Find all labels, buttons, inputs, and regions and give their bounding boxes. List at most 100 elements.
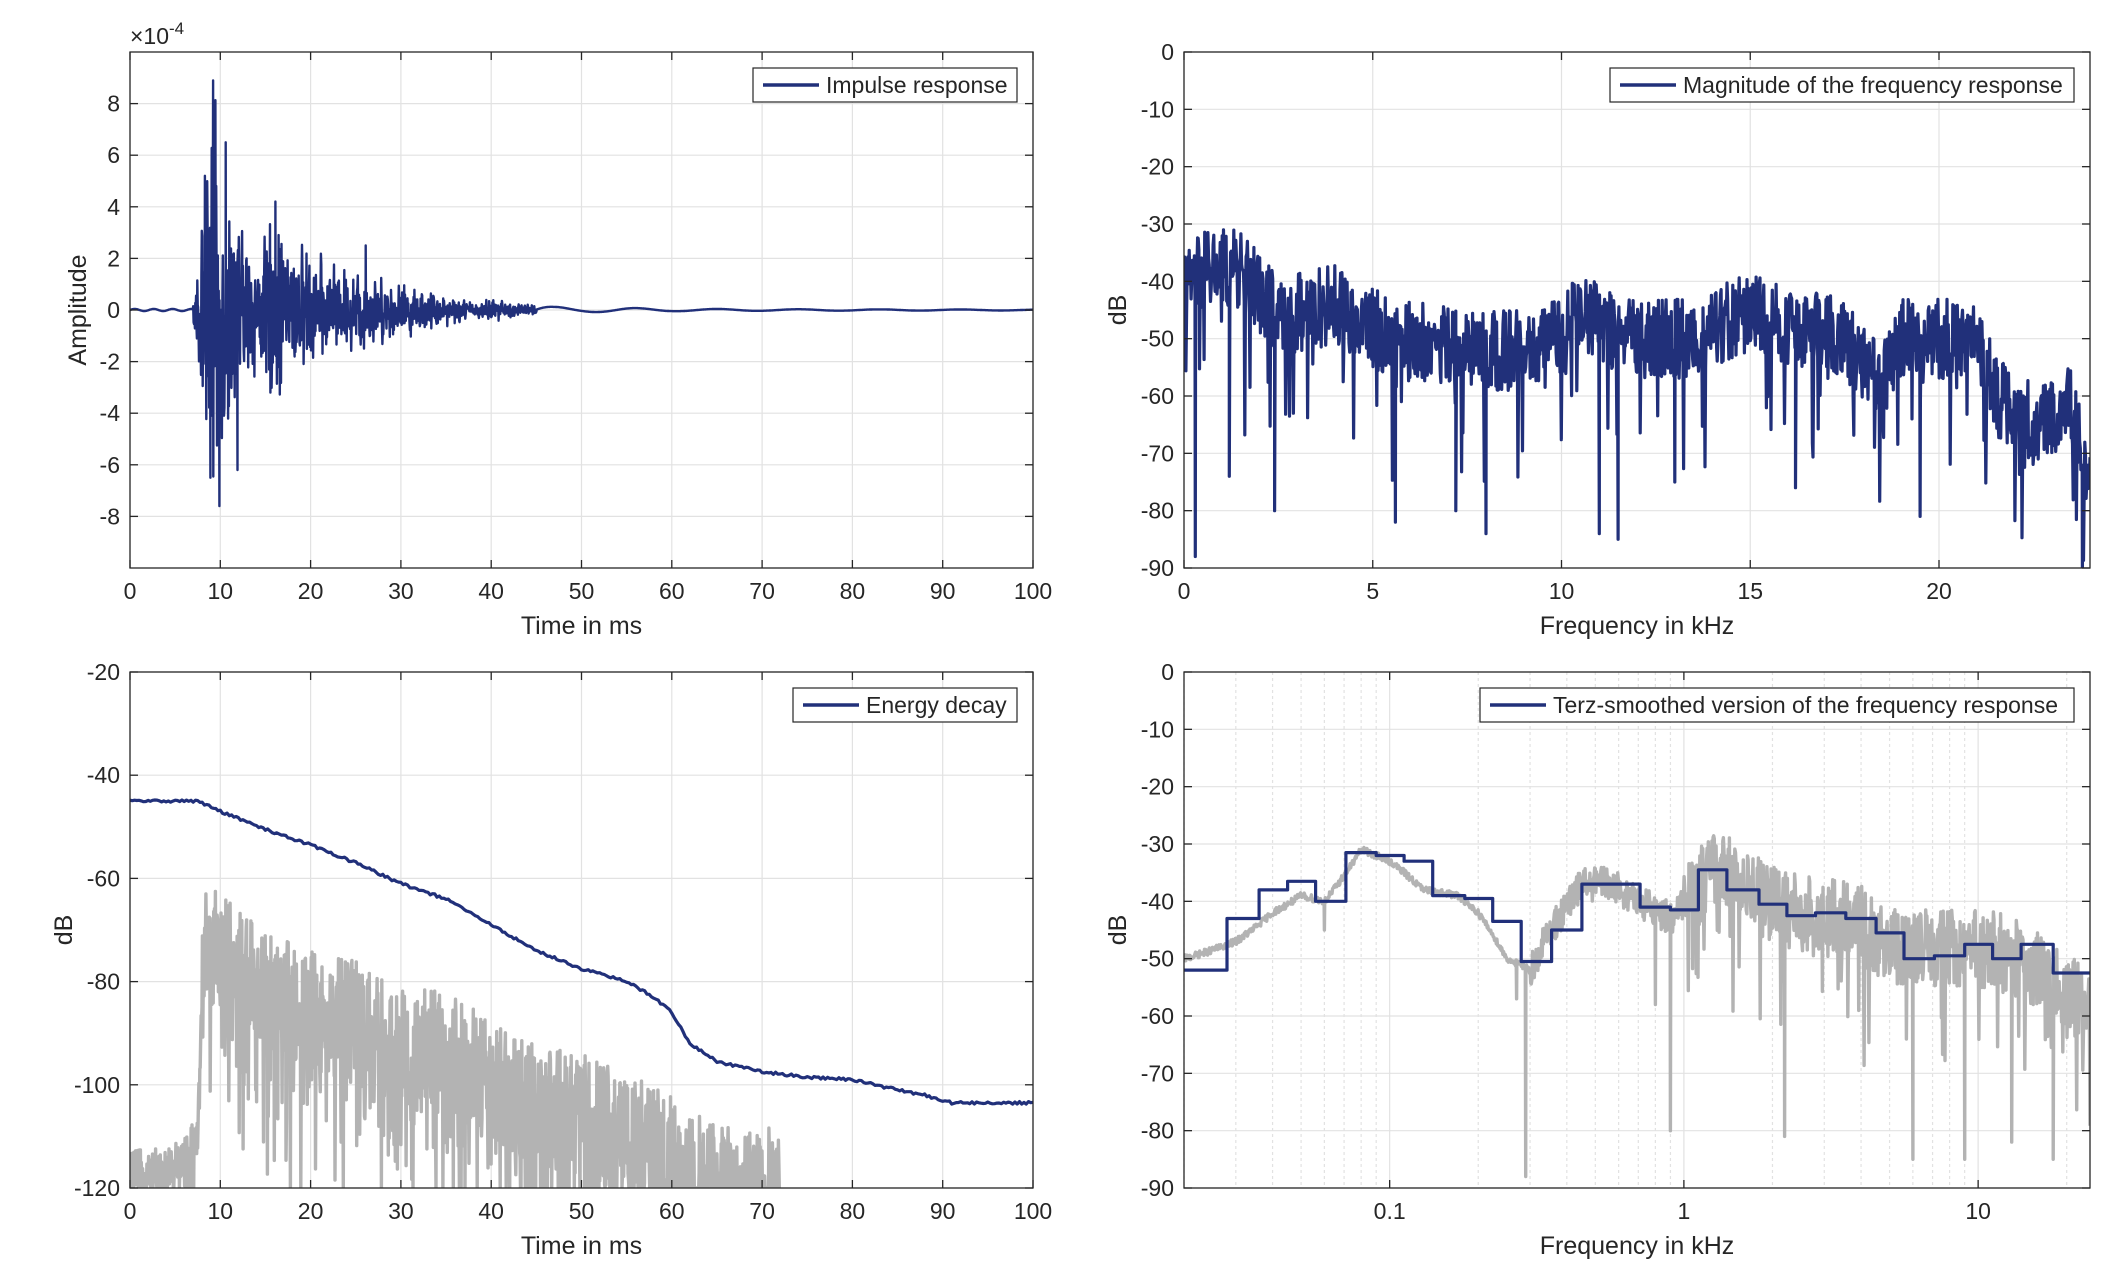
y-tick-label: -20 xyxy=(1141,774,1174,800)
x-tick-label: 30 xyxy=(388,578,414,604)
ticks: 0 10 20 30 40 50 60 70 80 90 100 -20 -40 -60 -80 -100 -1… xyxy=(74,659,1052,1224)
series-layer xyxy=(130,798,1033,1188)
y-tick-label: -70 xyxy=(1141,440,1174,466)
axis-exponent-label: ×10-4 xyxy=(130,19,184,49)
y-tick-label: 2 xyxy=(107,245,120,271)
y-tick-label: 0 xyxy=(1161,39,1174,65)
x-axis-label: Frequency in kHz xyxy=(1540,612,1735,640)
y-tick-label: -80 xyxy=(1141,1118,1174,1144)
x-axis-label: Frequency in kHz xyxy=(1540,1232,1735,1260)
series-line-gray-0 xyxy=(1184,834,2090,1179)
ticks: 0.1 1 10 0 -10 -20 -30 -40 -50 -60 -70 -80 -90 xyxy=(1141,659,2090,1224)
y-axis-label: dB xyxy=(1104,295,1132,326)
series-layer xyxy=(130,79,1033,508)
y-tick-label: 8 xyxy=(107,91,120,117)
y-tick-label: -70 xyxy=(1141,1060,1174,1086)
y-tick-label: -4 xyxy=(100,400,121,426)
y-axis-label: dB xyxy=(1104,915,1132,946)
axes-box xyxy=(1183,671,2091,1189)
x-tick-label: 10 xyxy=(208,1198,234,1224)
legend-box xyxy=(1479,687,2075,723)
legend-box xyxy=(1609,67,2075,103)
ticks: 0 10 20 30 40 50 60 70 80 90 100 -8 -6 -4 -2 0 2 4 6 8 xyxy=(100,52,1052,604)
chart-magnitude: 0 5 10 15 20 0 -10 -20 -30 -40 -50 -60 -70 -80 -90 Freq… xyxy=(1104,39,2091,640)
x-tick-label: 1 xyxy=(1677,1198,1690,1224)
series-line-gray-0 xyxy=(130,889,782,1188)
y-axis-label: Amplitude xyxy=(64,254,92,365)
series-line-energy-decay xyxy=(130,798,1033,1106)
x-tick-label: 0 xyxy=(124,1198,137,1224)
y-tick-label: -50 xyxy=(1141,326,1174,352)
y-tick-label: -6 xyxy=(100,452,120,478)
x-tick-label: 50 xyxy=(569,1198,595,1224)
x-tick-label: 80 xyxy=(840,578,866,604)
x-tick-label: 70 xyxy=(749,578,775,604)
x-tick-label: 20 xyxy=(298,578,324,604)
y-tick-label: -80 xyxy=(87,969,120,995)
y-tick-label: -60 xyxy=(87,865,120,891)
y-tick-label: -100 xyxy=(74,1072,120,1098)
axes-box xyxy=(1183,51,2091,569)
x-tick-label: 20 xyxy=(298,1198,324,1224)
x-tick-label: 90 xyxy=(930,578,956,604)
y-tick-label: -20 xyxy=(1141,154,1174,180)
y-tick-label: -80 xyxy=(1141,498,1174,524)
x-tick-label: 20 xyxy=(1926,578,1952,604)
x-tick-label: 80 xyxy=(840,1198,866,1224)
y-tick-label: -50 xyxy=(1141,946,1174,972)
y-tick-label: -2 xyxy=(100,349,120,375)
axis-exponent-power: -4 xyxy=(169,19,184,38)
y-tick-label: -60 xyxy=(1141,1003,1174,1029)
legend: Impulse response xyxy=(752,67,1018,103)
x-tick-label: 90 xyxy=(930,1198,956,1224)
series-line-magnitude-of-the-frequency-response xyxy=(1184,228,2090,568)
y-tick-label: 0 xyxy=(107,297,120,323)
y-tick-label: -30 xyxy=(1141,211,1174,237)
y-axis-label: dB xyxy=(50,915,78,946)
x-tick-label: 100 xyxy=(1014,578,1052,604)
y-tick-label: -60 xyxy=(1141,383,1174,409)
x-tick-label: 10 xyxy=(1549,578,1575,604)
x-tick-label: 5 xyxy=(1366,578,1379,604)
y-tick-label: -40 xyxy=(1141,268,1174,294)
y-tick-label: 6 xyxy=(107,142,120,168)
chart-energy: 0 10 20 30 40 50 60 70 80 90 100 -20 -40 -60 -80 -100 -1… xyxy=(50,659,1052,1260)
x-tick-label: 60 xyxy=(659,1198,685,1224)
y-tick-label: -8 xyxy=(100,503,120,529)
x-tick-label: 0 xyxy=(124,578,137,604)
y-tick-label: -20 xyxy=(87,659,120,685)
legend-label: Impulse response xyxy=(826,72,1008,98)
legend: Energy decay xyxy=(792,687,1018,723)
x-tick-label: 40 xyxy=(478,578,504,604)
y-tick-label: -30 xyxy=(1141,831,1174,857)
x-tick-label: 0.1 xyxy=(1374,1198,1406,1224)
y-tick-label: -120 xyxy=(74,1175,120,1201)
legend: Magnitude of the frequency response xyxy=(1609,67,2075,103)
series-line-impulse-response xyxy=(130,79,1033,508)
y-tick-label: 4 xyxy=(107,194,120,220)
legend-label: Energy decay xyxy=(866,692,1007,718)
y-tick-label: 0 xyxy=(1161,659,1174,685)
y-tick-label: -40 xyxy=(1141,888,1174,914)
chart-terz: 0.1 1 10 0 -10 -20 -30 -40 -50 -60 -70 -80 -90 Freque… xyxy=(1104,659,2091,1260)
x-tick-label: 10 xyxy=(208,578,234,604)
x-tick-label: 100 xyxy=(1014,1198,1052,1224)
series-layer xyxy=(1184,228,2090,568)
x-tick-label: 10 xyxy=(1965,1198,1991,1224)
x-tick-label: 70 xyxy=(749,1198,775,1224)
legend-label: Magnitude of the frequency response xyxy=(1683,72,2063,98)
x-axis-label: Time in ms xyxy=(521,612,642,640)
x-tick-label: 30 xyxy=(388,1198,414,1224)
x-tick-label: 40 xyxy=(478,1198,504,1224)
grid xyxy=(1183,51,2090,569)
chart-impulse: 0 10 20 30 40 50 60 70 80 90 100 -8 -6 -4 -2 0 2 4 6 8 Time … xyxy=(64,19,1052,640)
x-axis-label: Time in ms xyxy=(521,1232,642,1260)
legend: Terz-smoothed version of the frequency r… xyxy=(1479,687,2075,723)
x-tick-label: 50 xyxy=(569,578,595,604)
y-tick-label: -90 xyxy=(1141,1175,1174,1201)
series-line-terz-smoothed-version-of-the-frequency-response xyxy=(1184,851,2090,975)
x-tick-label: 60 xyxy=(659,578,685,604)
y-tick-label: -90 xyxy=(1141,555,1174,581)
y-tick-label: -10 xyxy=(1141,96,1174,122)
